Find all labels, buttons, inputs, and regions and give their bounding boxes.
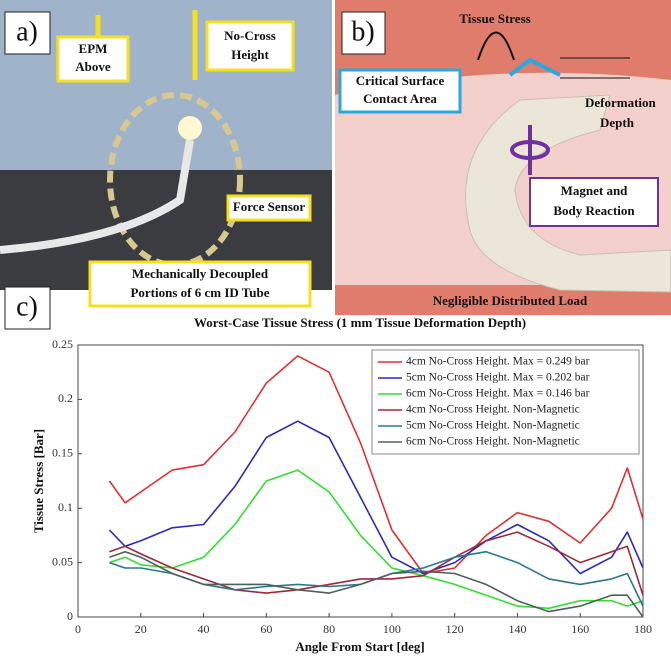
- y-tick-label: 0.25: [52, 337, 73, 351]
- x-tick-label: 60: [260, 622, 272, 636]
- annotation: Body Reaction: [553, 203, 635, 218]
- annotation: Magnet and: [561, 183, 629, 198]
- annotation: Height: [231, 47, 269, 62]
- x-tick-label: 140: [508, 622, 526, 636]
- y-tick-label: 0.05: [52, 554, 73, 568]
- annotation: Deformation: [585, 95, 657, 110]
- figure: a) EPM Above No-Cross Height Force Senso…: [0, 0, 671, 658]
- panel-label: b): [351, 16, 374, 47]
- panel-b: b) Tissue Stress Critical Surface Contac…: [335, 0, 671, 315]
- legend-label: 5cm No-Cross Height. Non-Magnetic: [406, 420, 580, 432]
- y-tick-label: 0.2: [58, 391, 73, 405]
- y-tick-label: 0.15: [52, 446, 73, 460]
- x-tick-label: 20: [135, 622, 147, 636]
- annotation: EPM: [79, 41, 108, 56]
- legend-label: 6cm No-Cross Height. Max = 0.146 bar: [406, 388, 590, 400]
- x-tick-label: 40: [198, 622, 210, 636]
- annotation: Mechanically Decoupled: [132, 266, 269, 281]
- legend-label: 6cm No-Cross Height. Non-Magnetic: [406, 436, 580, 448]
- x-tick-label: 120: [446, 622, 464, 636]
- annotation: Above: [75, 59, 111, 74]
- x-tick-label: 100: [383, 622, 401, 636]
- annotation: Critical Surface: [356, 73, 445, 88]
- panel-label: c): [16, 291, 38, 322]
- magnet-light: [178, 116, 202, 140]
- annotation: Depth: [600, 115, 635, 130]
- annotation: Negligible Distributed Load: [433, 293, 588, 308]
- chart-title: Worst-Case Tissue Stress (1 mm Tissue De…: [194, 315, 526, 330]
- x-tick-label: 160: [571, 622, 589, 636]
- legend-label: 4cm No-Cross Height. Max = 0.249 bar: [406, 356, 590, 368]
- annotation: No-Cross: [224, 28, 276, 43]
- y-axis-label: Tissue Stress [Bar]: [31, 429, 46, 533]
- x-tick-label: 180: [634, 622, 652, 636]
- x-tick-label: 80: [323, 622, 335, 636]
- series-line: [109, 532, 643, 595]
- y-tick-label: 0: [67, 609, 73, 623]
- panel-label: a): [16, 16, 38, 47]
- annotation: Tissue Stress: [459, 11, 530, 26]
- panel-a: a) EPM Above No-Cross Height Force Senso…: [0, 0, 332, 306]
- legend-label: 4cm No-Cross Height. Non-Magnetic: [406, 404, 580, 416]
- annotation: Portions of 6 cm ID Tube: [130, 285, 269, 300]
- annotation: Contact Area: [363, 91, 437, 106]
- annotation: Force Sensor: [233, 199, 306, 214]
- legend-label: 5cm No-Cross Height. Max = 0.202 bar: [406, 372, 590, 384]
- x-axis-label: Angle From Start [deg]: [295, 639, 424, 654]
- series-line: [109, 470, 643, 608]
- x-tick-label: 0: [75, 622, 81, 636]
- y-tick-label: 0.1: [58, 500, 73, 514]
